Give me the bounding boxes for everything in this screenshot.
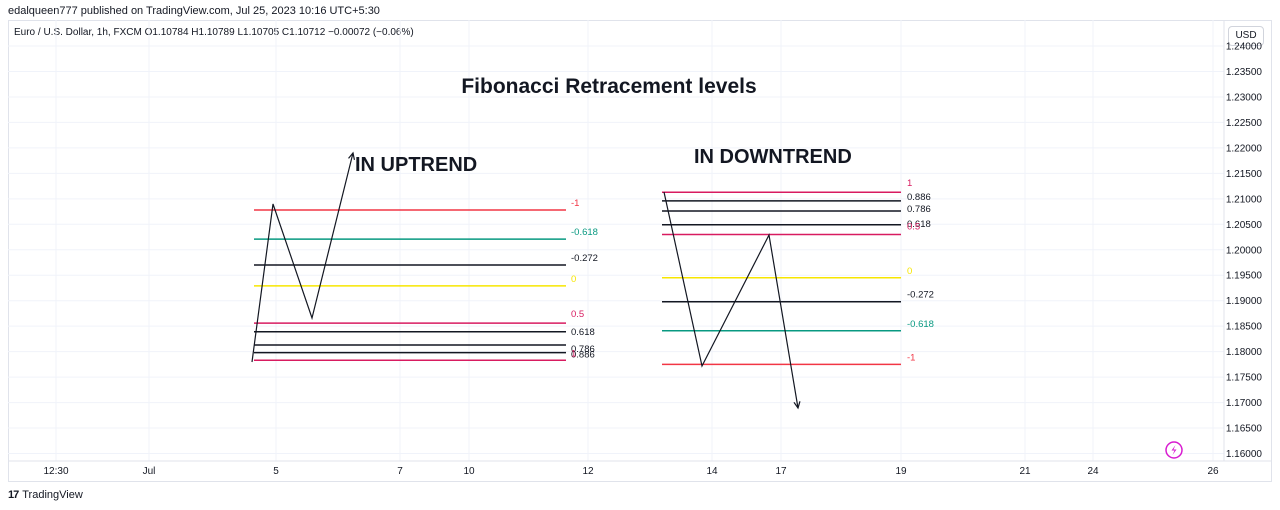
uptrend-label: IN UPTREND xyxy=(355,154,477,176)
fib-level-label: 1 xyxy=(571,348,576,359)
time-tick: 10 xyxy=(463,466,475,477)
price-tick: 1.17000 xyxy=(1226,398,1263,409)
price-tick: 1.16000 xyxy=(1226,449,1263,460)
price-tick: 1.19500 xyxy=(1226,271,1263,282)
tradingview-logo[interactable]: 17 TradingView xyxy=(8,489,83,501)
price-tick: 1.16500 xyxy=(1226,424,1263,435)
price-tick: 1.22000 xyxy=(1226,143,1263,154)
arrow-head xyxy=(793,401,801,410)
fib-level-label: 0.786 xyxy=(907,204,931,215)
grid xyxy=(8,20,1224,461)
fib-level-label: -1 xyxy=(571,198,579,209)
tradingview-brand: TradingView xyxy=(22,489,83,501)
fib-level-label: 0.886 xyxy=(907,192,931,203)
fib-level-label: -1 xyxy=(907,352,915,363)
time-axis: 12:30 Jul 5 7 10 12 14 17 19 21 24 26 xyxy=(43,466,1219,477)
fib-level-label: 0.618 xyxy=(907,219,931,230)
publisher-info: edalqueen777 published on TradingView.co… xyxy=(8,5,380,17)
price-path[interactable] xyxy=(251,152,354,363)
price-tick: 1.20000 xyxy=(1226,245,1263,256)
fib-level-label: -0.618 xyxy=(907,319,934,330)
fib-level-label: 0.786 xyxy=(571,344,595,355)
fib-level-label: -0.272 xyxy=(571,253,598,264)
fib-level-label: 0.618 xyxy=(571,327,595,338)
fib-level-label: 0 xyxy=(907,266,912,277)
fib-level-label: -0.618 xyxy=(571,227,598,238)
time-tick: 17 xyxy=(775,466,787,477)
time-tick: 26 xyxy=(1207,466,1219,477)
time-tick: Jul xyxy=(143,466,156,477)
time-tick: 12:30 xyxy=(43,466,68,477)
symbol-legend: Euro / U.S. Dollar, 1h, FXCM O1.10784 H1… xyxy=(14,27,414,38)
fib-level-label: 0.5 xyxy=(907,221,920,232)
alert-icon[interactable] xyxy=(1165,441,1183,459)
fib-level-label: 1 xyxy=(907,178,912,189)
fib-level-label: -0.272 xyxy=(907,290,934,301)
time-tick: 21 xyxy=(1019,466,1031,477)
fib-level-label: 0 xyxy=(571,274,576,285)
time-tick: 12 xyxy=(582,466,594,477)
chart-frame[interactable] xyxy=(8,20,1272,482)
time-tick: 7 xyxy=(397,466,403,477)
chart-title: Fibonacci Retracement levels xyxy=(461,75,756,98)
price-tick: 1.22500 xyxy=(1226,118,1263,129)
tradingview-icon: 17 xyxy=(8,489,19,501)
time-tick: 19 xyxy=(895,466,907,477)
downtrend-label: IN DOWNTREND xyxy=(694,146,852,168)
price-tick: 1.23000 xyxy=(1226,92,1263,103)
time-tick: 24 xyxy=(1087,466,1099,477)
price-tick: 1.19000 xyxy=(1226,296,1263,307)
price-path[interactable] xyxy=(663,191,799,409)
price-tick: 1.20500 xyxy=(1226,220,1263,231)
price-tick: 1.21000 xyxy=(1226,194,1263,205)
price-tick: 1.23500 xyxy=(1226,67,1263,78)
price-tick: 1.18000 xyxy=(1226,347,1263,358)
fib-level-label: 0.886 xyxy=(571,350,595,361)
time-tick: 5 xyxy=(273,466,279,477)
price-tick: 1.17500 xyxy=(1226,373,1263,384)
arrow-head xyxy=(348,151,356,160)
price-tick: 1.24000 xyxy=(1226,42,1263,53)
price-axis: 1.24000 1.23500 1.23000 1.22500 1.22000 1.215… xyxy=(1226,42,1263,461)
fib-level-label: 0.5 xyxy=(571,309,584,320)
currency-button[interactable]: USD xyxy=(1228,26,1264,46)
time-tick: 14 xyxy=(706,466,718,477)
price-tick: 1.21500 xyxy=(1226,169,1263,180)
price-tick: 1.18500 xyxy=(1226,322,1263,333)
